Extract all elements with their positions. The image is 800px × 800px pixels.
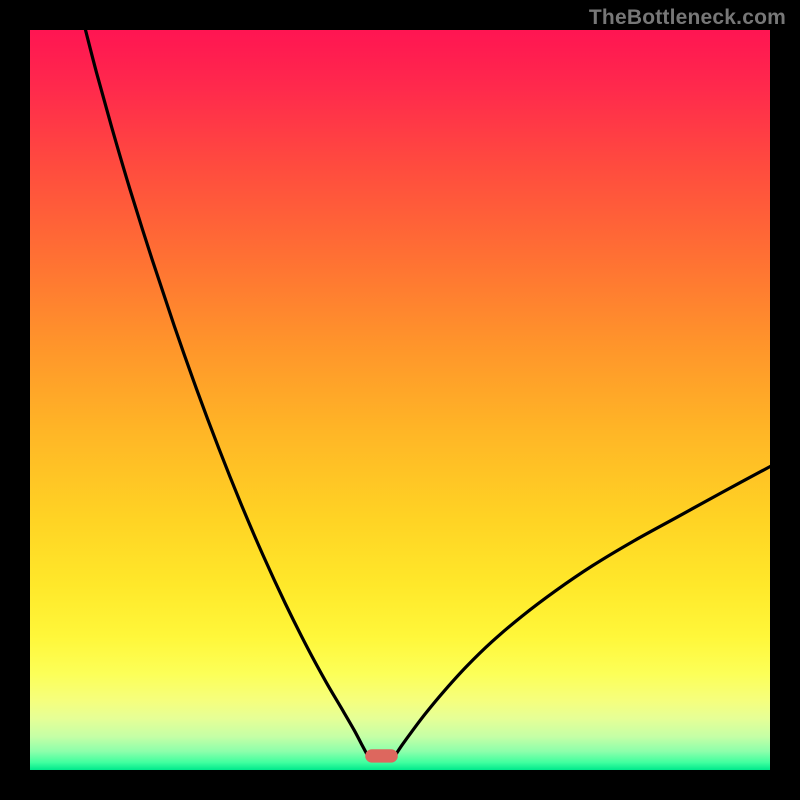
- optimum-marker: [365, 749, 398, 762]
- watermark-text: TheBottleneck.com: [589, 6, 786, 30]
- bottleneck-chart: [30, 30, 770, 770]
- chart-frame: TheBottleneck.com: [0, 0, 800, 800]
- chart-background: [30, 30, 770, 770]
- chart-svg: [30, 30, 770, 770]
